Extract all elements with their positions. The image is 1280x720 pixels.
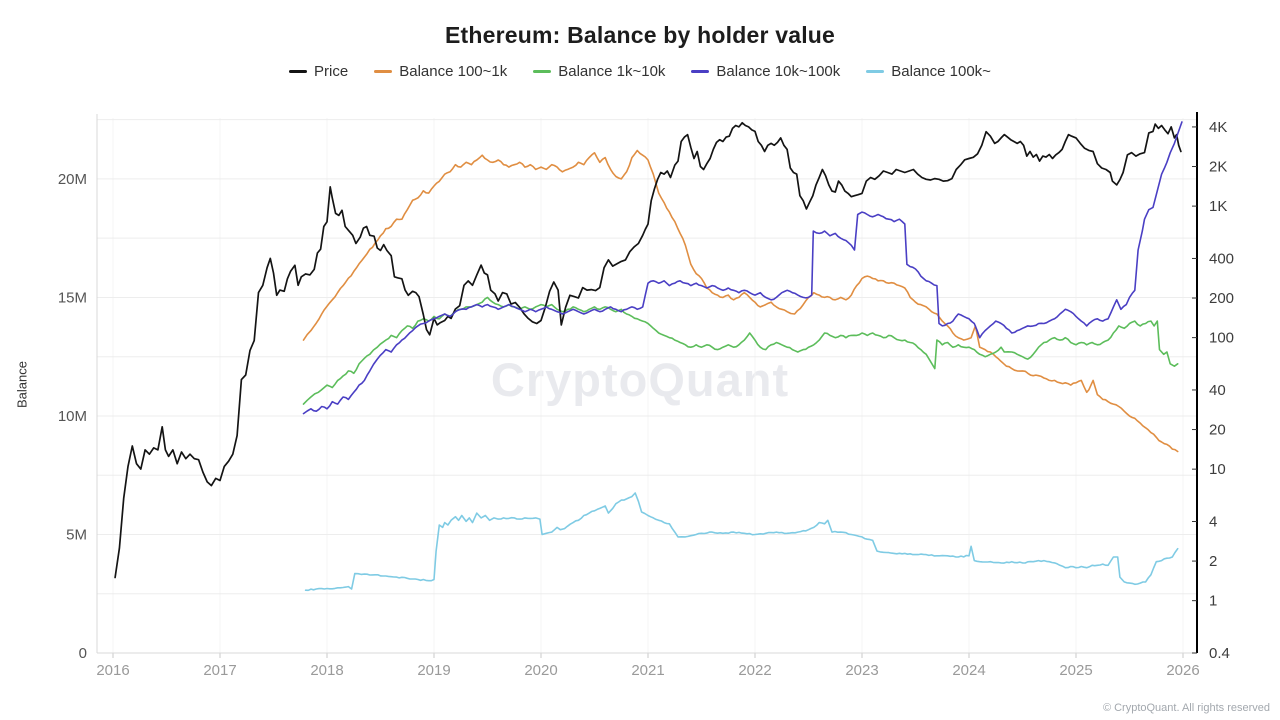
right-tick-label: 1K — [1209, 198, 1227, 215]
right-tick-label: 20 — [1209, 422, 1226, 439]
right-tick-label: 200 — [1209, 290, 1234, 307]
series-line-price — [114, 121, 1182, 579]
left-tick-label: 10M — [58, 408, 87, 425]
legend-item-balance-10k-100k[interactable]: Balance 10k~100k — [691, 63, 840, 80]
legend-item-price[interactable]: Price — [289, 63, 348, 80]
x-tick-label: 2018 — [310, 662, 343, 679]
legend-label: Balance 10k~100k — [716, 63, 841, 80]
chart-title: Ethereum: Balance by holder value — [444, 22, 836, 48]
legend: Price Balance 100~1k Balance 1k~10k Balance… — [0, 63, 1280, 80]
x-tick-label: 2021 — [631, 662, 664, 679]
left-tick-label: 0 — [79, 645, 87, 662]
left-tick-label: 5M — [66, 526, 87, 543]
legend-swatch — [533, 70, 552, 73]
right-tick-label: 100 — [1209, 330, 1234, 347]
right-tick-label: 10 — [1209, 461, 1226, 478]
right-tick-label: 400 — [1209, 250, 1234, 267]
legend-item-balance-1k-10k[interactable]: Balance 1k~10k — [533, 63, 665, 80]
legend-label: Balance 100k~ — [891, 63, 991, 80]
right-tick-label: 4 — [1209, 513, 1217, 530]
x-tick-label: 2024 — [952, 662, 985, 679]
right-tick-label: 1 — [1209, 593, 1217, 610]
series-line-balance-100-1k — [302, 149, 1179, 453]
legend-swatch — [866, 70, 885, 73]
series-line-balance-1k-10k — [302, 296, 1179, 405]
copyright-footer: © CryptoQuant. All rights reserved — [1102, 702, 1270, 714]
right-tick-label: 2K — [1209, 159, 1227, 176]
x-tick-label: 2019 — [417, 662, 450, 679]
legend-swatch — [374, 70, 393, 73]
legend-item-balance-100-1k[interactable]: Balance 100~1k — [374, 63, 507, 80]
x-tick-label: 2023 — [845, 662, 878, 679]
legend-label: Price — [314, 63, 349, 80]
x-tick-label: 2026 — [1166, 662, 1199, 679]
x-tick-label: 2016 — [96, 662, 129, 679]
legend-label: Balance 1k~10k — [558, 63, 666, 80]
legend-swatch — [289, 70, 308, 73]
legend-label: Balance 100~1k — [399, 63, 508, 80]
right-tick-label: 4K — [1209, 119, 1227, 136]
x-tick-label: 2017 — [203, 662, 236, 679]
x-tick-label: 2022 — [738, 662, 771, 679]
x-tick-label: 2020 — [524, 662, 557, 679]
left-tick-label: 15M — [58, 289, 87, 306]
series-line-balance-10k-100k — [302, 121, 1183, 415]
left-tick-label: 20M — [58, 171, 87, 188]
right-tick-label: 2 — [1209, 553, 1217, 570]
right-tick-label: 0.4 — [1209, 645, 1230, 662]
legend-swatch — [691, 70, 710, 73]
watermark: CryptoQuant — [490, 353, 790, 406]
series-line-balance-100k- — [304, 492, 1179, 592]
legend-item-balance-100k-[interactable]: Balance 100k~ — [866, 63, 991, 80]
x-tick-label: 2025 — [1059, 662, 1092, 679]
right-tick-label: 40 — [1209, 382, 1226, 399]
